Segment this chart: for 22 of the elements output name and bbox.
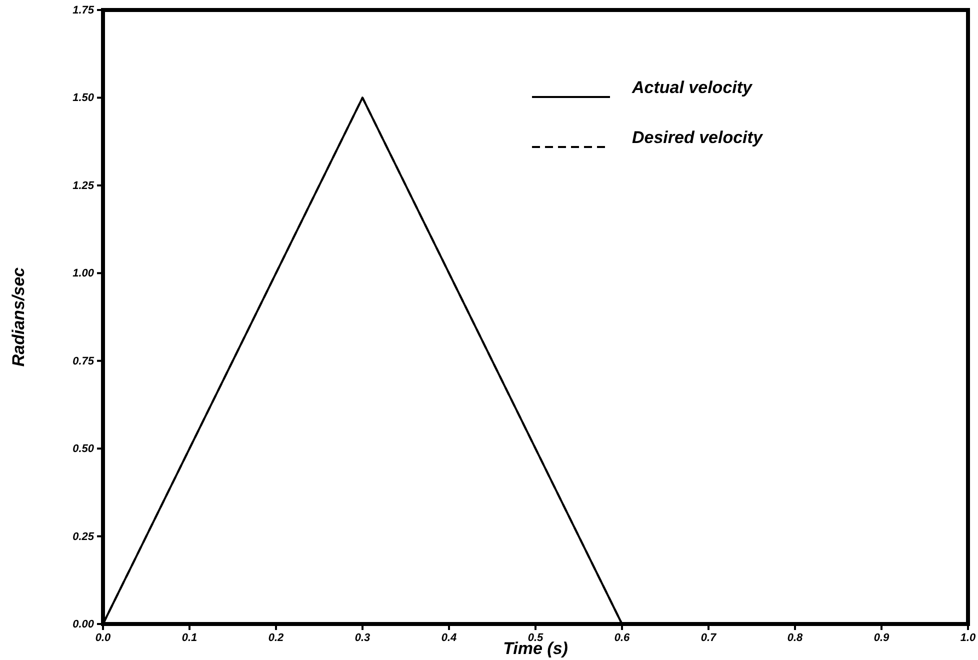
y-axis-title: Radians/sec [9, 266, 28, 367]
y-tick-label: 1.50 [72, 92, 95, 104]
x-tick-label: 0.9 [874, 632, 890, 644]
x-tick-label: 0.1 [182, 632, 198, 644]
x-tick-label: 0.6 [614, 632, 631, 644]
legend-label: Actual velocity [631, 78, 754, 97]
x-tick-label: 0.4 [441, 632, 457, 644]
y-tick-label: 0.00 [72, 618, 95, 631]
y-tick-label: 1.25 [72, 180, 95, 192]
x-tick-label: 0.3 [354, 632, 370, 644]
y-tick-label: 0.75 [72, 355, 95, 368]
x-tick-label: 0.5 [528, 632, 544, 644]
y-tick-label: 1.75 [72, 4, 95, 17]
y-tick-label: 0.25 [72, 530, 95, 543]
x-tick-label: 0.8 [787, 632, 804, 644]
x-tick-label: 1.0 [960, 632, 977, 644]
x-tick-label: 0.0 [95, 632, 112, 644]
legend-label: Desired velocity [632, 128, 764, 147]
y-tick-label: 1.00 [72, 268, 95, 280]
x-tick-label: 0.2 [268, 632, 284, 644]
y-tick-label: 0.50 [72, 443, 95, 456]
x-tick-label: 0.7 [700, 632, 718, 644]
